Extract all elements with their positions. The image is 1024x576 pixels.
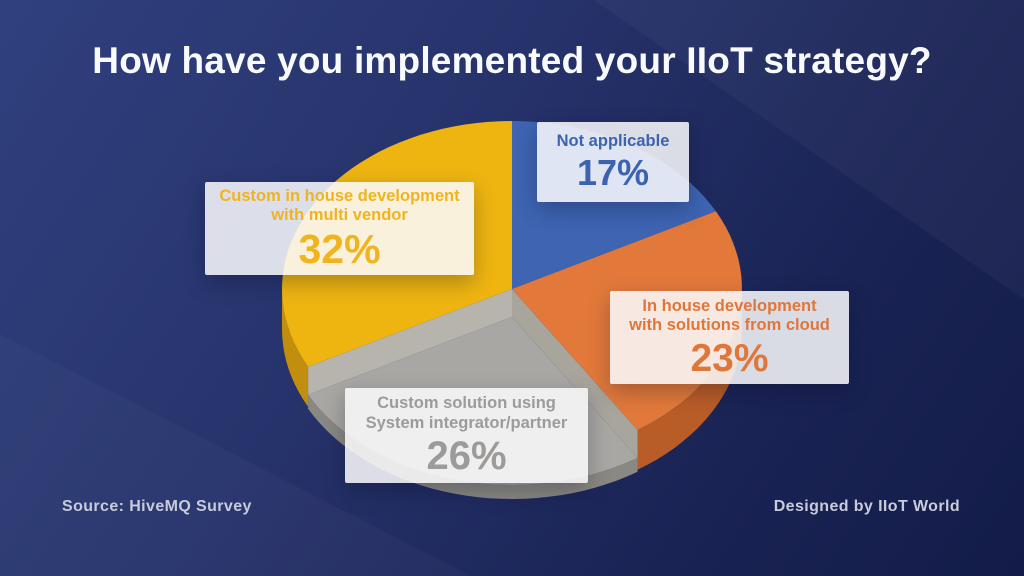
slice-label: Custom in house development (219, 186, 460, 205)
slice-label: Not applicable (556, 132, 670, 151)
slice-label: Custom solution using (377, 394, 556, 413)
label-card-not-applicable: Not applicable 17% (537, 122, 689, 202)
pie-side-custom-in-house-development-with-multi-ven (282, 289, 309, 407)
slice-percent: 23% (690, 336, 769, 380)
slice-label: System integrator/partner (365, 413, 568, 432)
slice-label: with solutions from cloud (629, 316, 830, 335)
label-card-system-integrator: Custom solution using System integrator/… (345, 388, 588, 483)
pie-side-in-house-development-with-solutions-from-c (637, 289, 742, 470)
slice-percent: 26% (426, 434, 507, 479)
slice-percent: 32% (298, 225, 381, 272)
designer-credit: Designed by IIoT World (773, 498, 960, 515)
slice-label: In house development (642, 296, 817, 315)
page-title: How have you implemented your IIoT strat… (92, 40, 932, 81)
label-card-in-house-cloud: In house development with solutions from… (610, 291, 849, 384)
slice-label: with multi vendor (271, 206, 408, 225)
pie-cut-face (308, 289, 512, 395)
label-card-custom-in-house: Custom in house development with multi v… (205, 182, 474, 275)
pie-cut-face (512, 289, 638, 458)
source-credit: Source: HiveMQ Survey (62, 498, 252, 515)
slice-percent: 17% (576, 151, 650, 193)
